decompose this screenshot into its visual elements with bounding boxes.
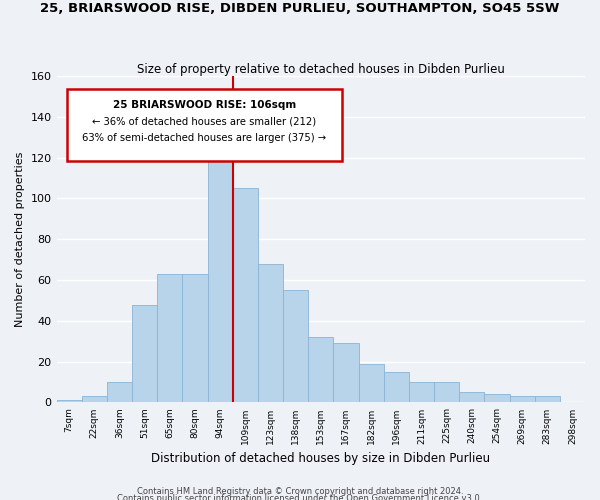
Bar	[509, 396, 535, 402]
FancyBboxPatch shape	[67, 89, 342, 161]
Bar	[334, 344, 359, 402]
Bar	[182, 274, 208, 402]
X-axis label: Distribution of detached houses by size in Dibden Purlieu: Distribution of detached houses by size …	[151, 452, 490, 465]
Text: Contains public sector information licensed under the Open Government Licence v3: Contains public sector information licen…	[118, 494, 482, 500]
Title: Size of property relative to detached houses in Dibden Purlieu: Size of property relative to detached ho…	[137, 63, 505, 76]
Bar	[82, 396, 107, 402]
Bar	[107, 382, 132, 402]
Text: Contains HM Land Registry data © Crown copyright and database right 2024.: Contains HM Land Registry data © Crown c…	[137, 487, 463, 496]
Bar	[359, 364, 383, 403]
Bar	[383, 372, 409, 402]
Bar	[283, 290, 308, 403]
Bar	[308, 337, 334, 402]
Bar	[258, 264, 283, 402]
Bar	[208, 160, 233, 402]
Bar	[132, 304, 157, 402]
Text: 25, BRIARSWOOD RISE, DIBDEN PURLIEU, SOUTHAMPTON, SO45 5SW: 25, BRIARSWOOD RISE, DIBDEN PURLIEU, SOU…	[40, 2, 560, 16]
Bar	[459, 392, 484, 402]
Bar	[434, 382, 459, 402]
Y-axis label: Number of detached properties: Number of detached properties	[15, 152, 25, 327]
Text: 63% of semi-detached houses are larger (375) →: 63% of semi-detached houses are larger (…	[82, 133, 326, 143]
Text: 25 BRIARSWOOD RISE: 106sqm: 25 BRIARSWOOD RISE: 106sqm	[113, 100, 296, 110]
Bar	[233, 188, 258, 402]
Bar	[157, 274, 182, 402]
Text: ← 36% of detached houses are smaller (212): ← 36% of detached houses are smaller (21…	[92, 117, 317, 127]
Bar	[535, 396, 560, 402]
Bar	[484, 394, 509, 402]
Bar	[409, 382, 434, 402]
Bar	[56, 400, 82, 402]
